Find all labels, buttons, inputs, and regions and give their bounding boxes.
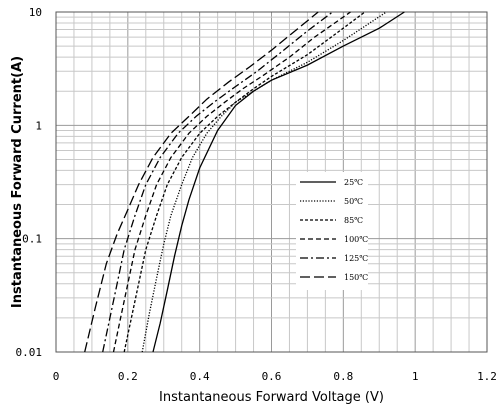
x-tick-label: 0 (53, 370, 60, 383)
legend-label-3: 85℃ (344, 216, 363, 225)
y-tick-label: 0.01 (16, 346, 43, 359)
series-line-3 (123, 11, 366, 353)
legend-label-1: 25℃ (344, 178, 363, 187)
y-tick-labels: 10 1 0.1 0.01 (16, 6, 43, 359)
legend-label-4: 100℃ (344, 235, 368, 244)
y-tick-label: 10 (29, 6, 42, 19)
series-line-4 (112, 11, 351, 353)
x-tick-label: 0.4 (190, 370, 210, 383)
grid-lines (55, 12, 488, 353)
plot-frame (55, 11, 488, 353)
x-tick-labels: 0 0.2 0.4 0.6 0.8 1 1.2 (53, 370, 497, 383)
x-tick-label: 0.6 (262, 370, 282, 383)
x-tick-label: 1 (412, 370, 419, 383)
legend-box (296, 172, 368, 290)
x-tick-label: 1.2 (477, 370, 497, 383)
y-tick-label: 0.1 (22, 233, 42, 246)
legend-label-2: 50℃ (344, 197, 363, 206)
series-line-1 (152, 11, 405, 353)
x-tick-label: 0.8 (333, 370, 353, 383)
y-tick-label: 1 (35, 119, 42, 132)
x-tick-label: 0.2 (118, 370, 138, 383)
series-line-6 (84, 11, 319, 353)
legend-label-5: 125℃ (344, 254, 368, 263)
series-line-2 (141, 11, 387, 353)
legend-label-6: 150℃ (344, 273, 368, 282)
series-lines (84, 11, 405, 353)
y-axis-label: Instantaneous Forward Current(A) (10, 56, 25, 308)
legend: 25℃ 50℃ 85℃ 100℃ 125℃ 150℃ (296, 172, 368, 290)
series-line-5 (102, 11, 333, 353)
x-axis-label: Instantaneous Forward Voltage (V) (159, 390, 384, 405)
